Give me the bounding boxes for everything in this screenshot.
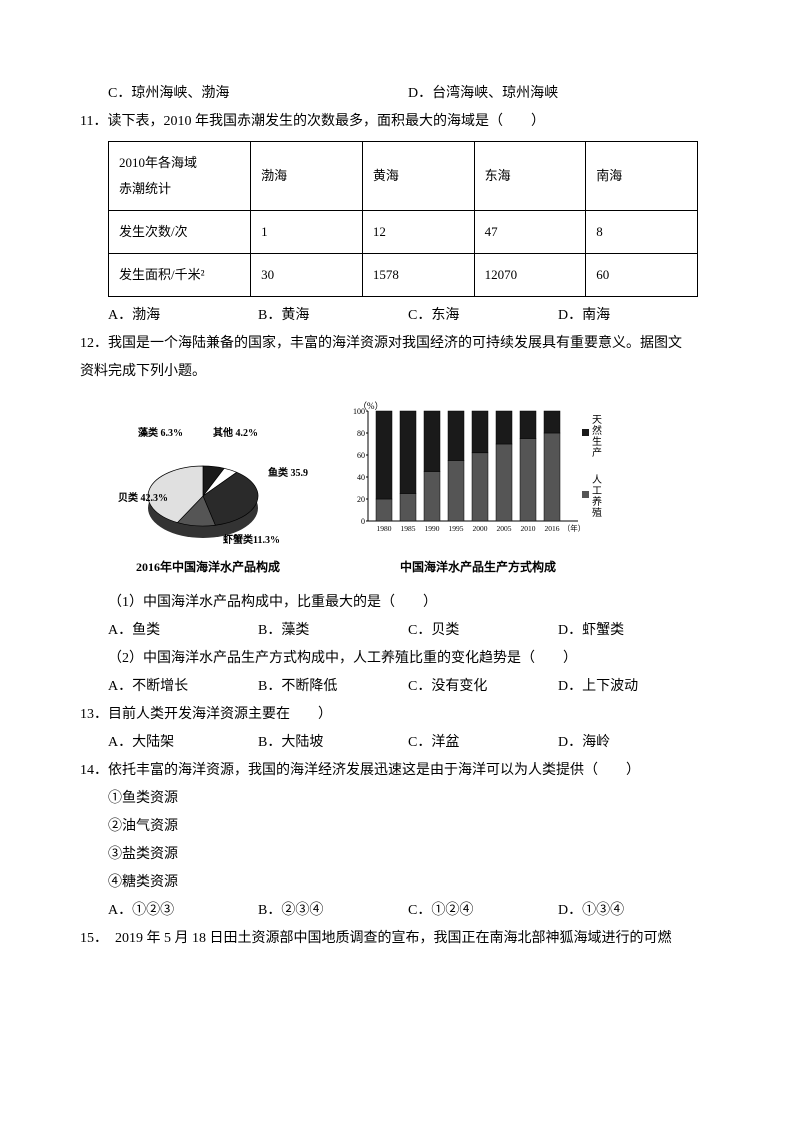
svg-text:0: 0: [361, 517, 365, 526]
pie-caption: 2016年中国海洋水产品构成: [136, 555, 280, 579]
svg-text:天然生产: 天然生产: [592, 415, 602, 459]
q12-2-option-b[interactable]: B．不断降低: [258, 673, 408, 701]
q11-stem: 11．读下表，2010 年我国赤潮发生的次数最多，面积最大的海域是（ ）: [80, 108, 714, 136]
q12-sub2-stem: （2）中国海洋水产品生产方式构成中，人工养殖比重的变化趋势是（ ）: [108, 645, 714, 673]
q12-2-option-d[interactable]: D．上下波动: [558, 673, 708, 701]
svg-text:20: 20: [357, 495, 365, 504]
table-cell: 12: [362, 211, 474, 254]
q14-option-c[interactable]: C．①②④: [408, 897, 558, 925]
bar-chart-block: （%）0204060801001980198519901995200020052…: [338, 401, 618, 579]
pie-chart-block: 藻类 6.3% 其他 4.2% 鱼类 35.9% 虾蟹类11.3% 贝类 42.3% 2…: [108, 421, 308, 579]
svg-text:其他 4.2%: 其他 4.2%: [213, 426, 258, 439]
q12-sub1-stem: （1）中国海洋水产品构成中，比重最大的是（ ）: [108, 589, 714, 617]
svg-text:60: 60: [357, 451, 365, 460]
q13-option-b[interactable]: B．大陆坡: [258, 729, 408, 757]
svg-text:2000: 2000: [473, 524, 488, 533]
q12-1-option-c[interactable]: C．贝类: [408, 617, 558, 645]
q12-stem-line1: 12．我国是一个海陆兼备的国家，丰富的海洋资源对我国经济的可持续发展具有重要意义…: [80, 330, 714, 358]
q11-option-b[interactable]: B．黄海: [258, 302, 408, 330]
svg-text:2010: 2010: [521, 524, 536, 533]
table-cell: 渤海: [251, 142, 363, 211]
svg-text:40: 40: [357, 473, 365, 482]
svg-text:人工养殖: 人工养殖: [592, 474, 602, 519]
svg-text:2005: 2005: [497, 524, 512, 533]
q14-li1: ①鱼类资源: [108, 785, 714, 813]
q13-option-a[interactable]: A．大陆架: [108, 729, 258, 757]
q13-stem: 13．目前人类开发海洋资源主要在 ）: [80, 701, 714, 729]
svg-text:藻类 6.3%: 藻类 6.3%: [138, 426, 183, 439]
svg-text:虾蟹类11.3%: 虾蟹类11.3%: [223, 533, 280, 546]
bar-chart: （%）0204060801001980198519901995200020052…: [338, 401, 618, 551]
svg-text:80: 80: [357, 429, 365, 438]
bar-caption: 中国海洋水产品生产方式构成: [400, 555, 556, 579]
table-cell: 1578: [362, 254, 474, 297]
table-cell: 发生面积/千米²: [109, 254, 251, 297]
table-cell: 发生次数/次: [109, 211, 251, 254]
table-cell: 60: [586, 254, 698, 297]
q12-1-option-d[interactable]: D．虾蟹类: [558, 617, 708, 645]
table-cell: 8: [586, 211, 698, 254]
svg-text:鱼类 35.9%: 鱼类 35.9%: [268, 466, 308, 479]
table-cell: 东海: [474, 142, 586, 211]
q11-option-a[interactable]: A．渤海: [108, 302, 258, 330]
q11-table: 2010年各海域 赤潮统计 渤海 黄海 东海 南海 发生次数/次 1 12 47…: [108, 141, 698, 297]
table-cell: 黄海: [362, 142, 474, 211]
q15-stem: 15． 2019 年 5 月 18 日田土资源部中国地质调查的宣布，我国正在南海…: [80, 925, 714, 953]
table-cell: 2010年各海域 赤潮统计: [109, 142, 251, 211]
q13-option-d[interactable]: D．海岭: [558, 729, 708, 757]
q12-1-option-a[interactable]: A．鱼类: [108, 617, 258, 645]
q14-option-b[interactable]: B．②③④: [258, 897, 408, 925]
q13-option-c[interactable]: C．洋盆: [408, 729, 558, 757]
q14-option-d[interactable]: D．①③④: [558, 897, 708, 925]
q12-stem-line2: 资料完成下列小题。: [80, 358, 714, 386]
svg-text:1990: 1990: [425, 524, 440, 533]
q11-option-c[interactable]: C．东海: [408, 302, 558, 330]
q12-2-option-a[interactable]: A．不断增长: [108, 673, 258, 701]
q12-1-option-b[interactable]: B．藻类: [258, 617, 408, 645]
q12-2-option-c[interactable]: C．没有变化: [408, 673, 558, 701]
table-cell: 1: [251, 211, 363, 254]
svg-text:贝类 42.3%: 贝类 42.3%: [118, 491, 168, 504]
q14-li4: ④糖类资源: [108, 869, 714, 897]
pie-chart: 藻类 6.3% 其他 4.2% 鱼类 35.9% 虾蟹类11.3% 贝类 42.3%: [108, 421, 308, 551]
q10-option-d[interactable]: D．台湾海峡、琼州海峡: [408, 80, 708, 108]
q14-option-a[interactable]: A．①②③: [108, 897, 258, 925]
svg-text:（年）: （年）: [563, 523, 586, 533]
table-cell: 47: [474, 211, 586, 254]
svg-text:1995: 1995: [449, 524, 464, 533]
svg-text:2016: 2016: [545, 524, 560, 533]
svg-text:100: 100: [353, 407, 365, 416]
q10-option-c[interactable]: C．琼州海峡、渤海: [108, 80, 408, 108]
q14-li2: ②油气资源: [108, 813, 714, 841]
table-cell: 30: [251, 254, 363, 297]
q14-li3: ③盐类资源: [108, 841, 714, 869]
table-cell: 南海: [586, 142, 698, 211]
q11-option-d[interactable]: D．南海: [558, 302, 708, 330]
svg-text:1985: 1985: [401, 524, 416, 533]
q14-stem: 14．依托丰富的海洋资源，我国的海洋经济发展迅速这是由于海洋可以为人类提供（ ）: [80, 757, 714, 785]
table-cell: 12070: [474, 254, 586, 297]
svg-text:1980: 1980: [377, 524, 392, 533]
